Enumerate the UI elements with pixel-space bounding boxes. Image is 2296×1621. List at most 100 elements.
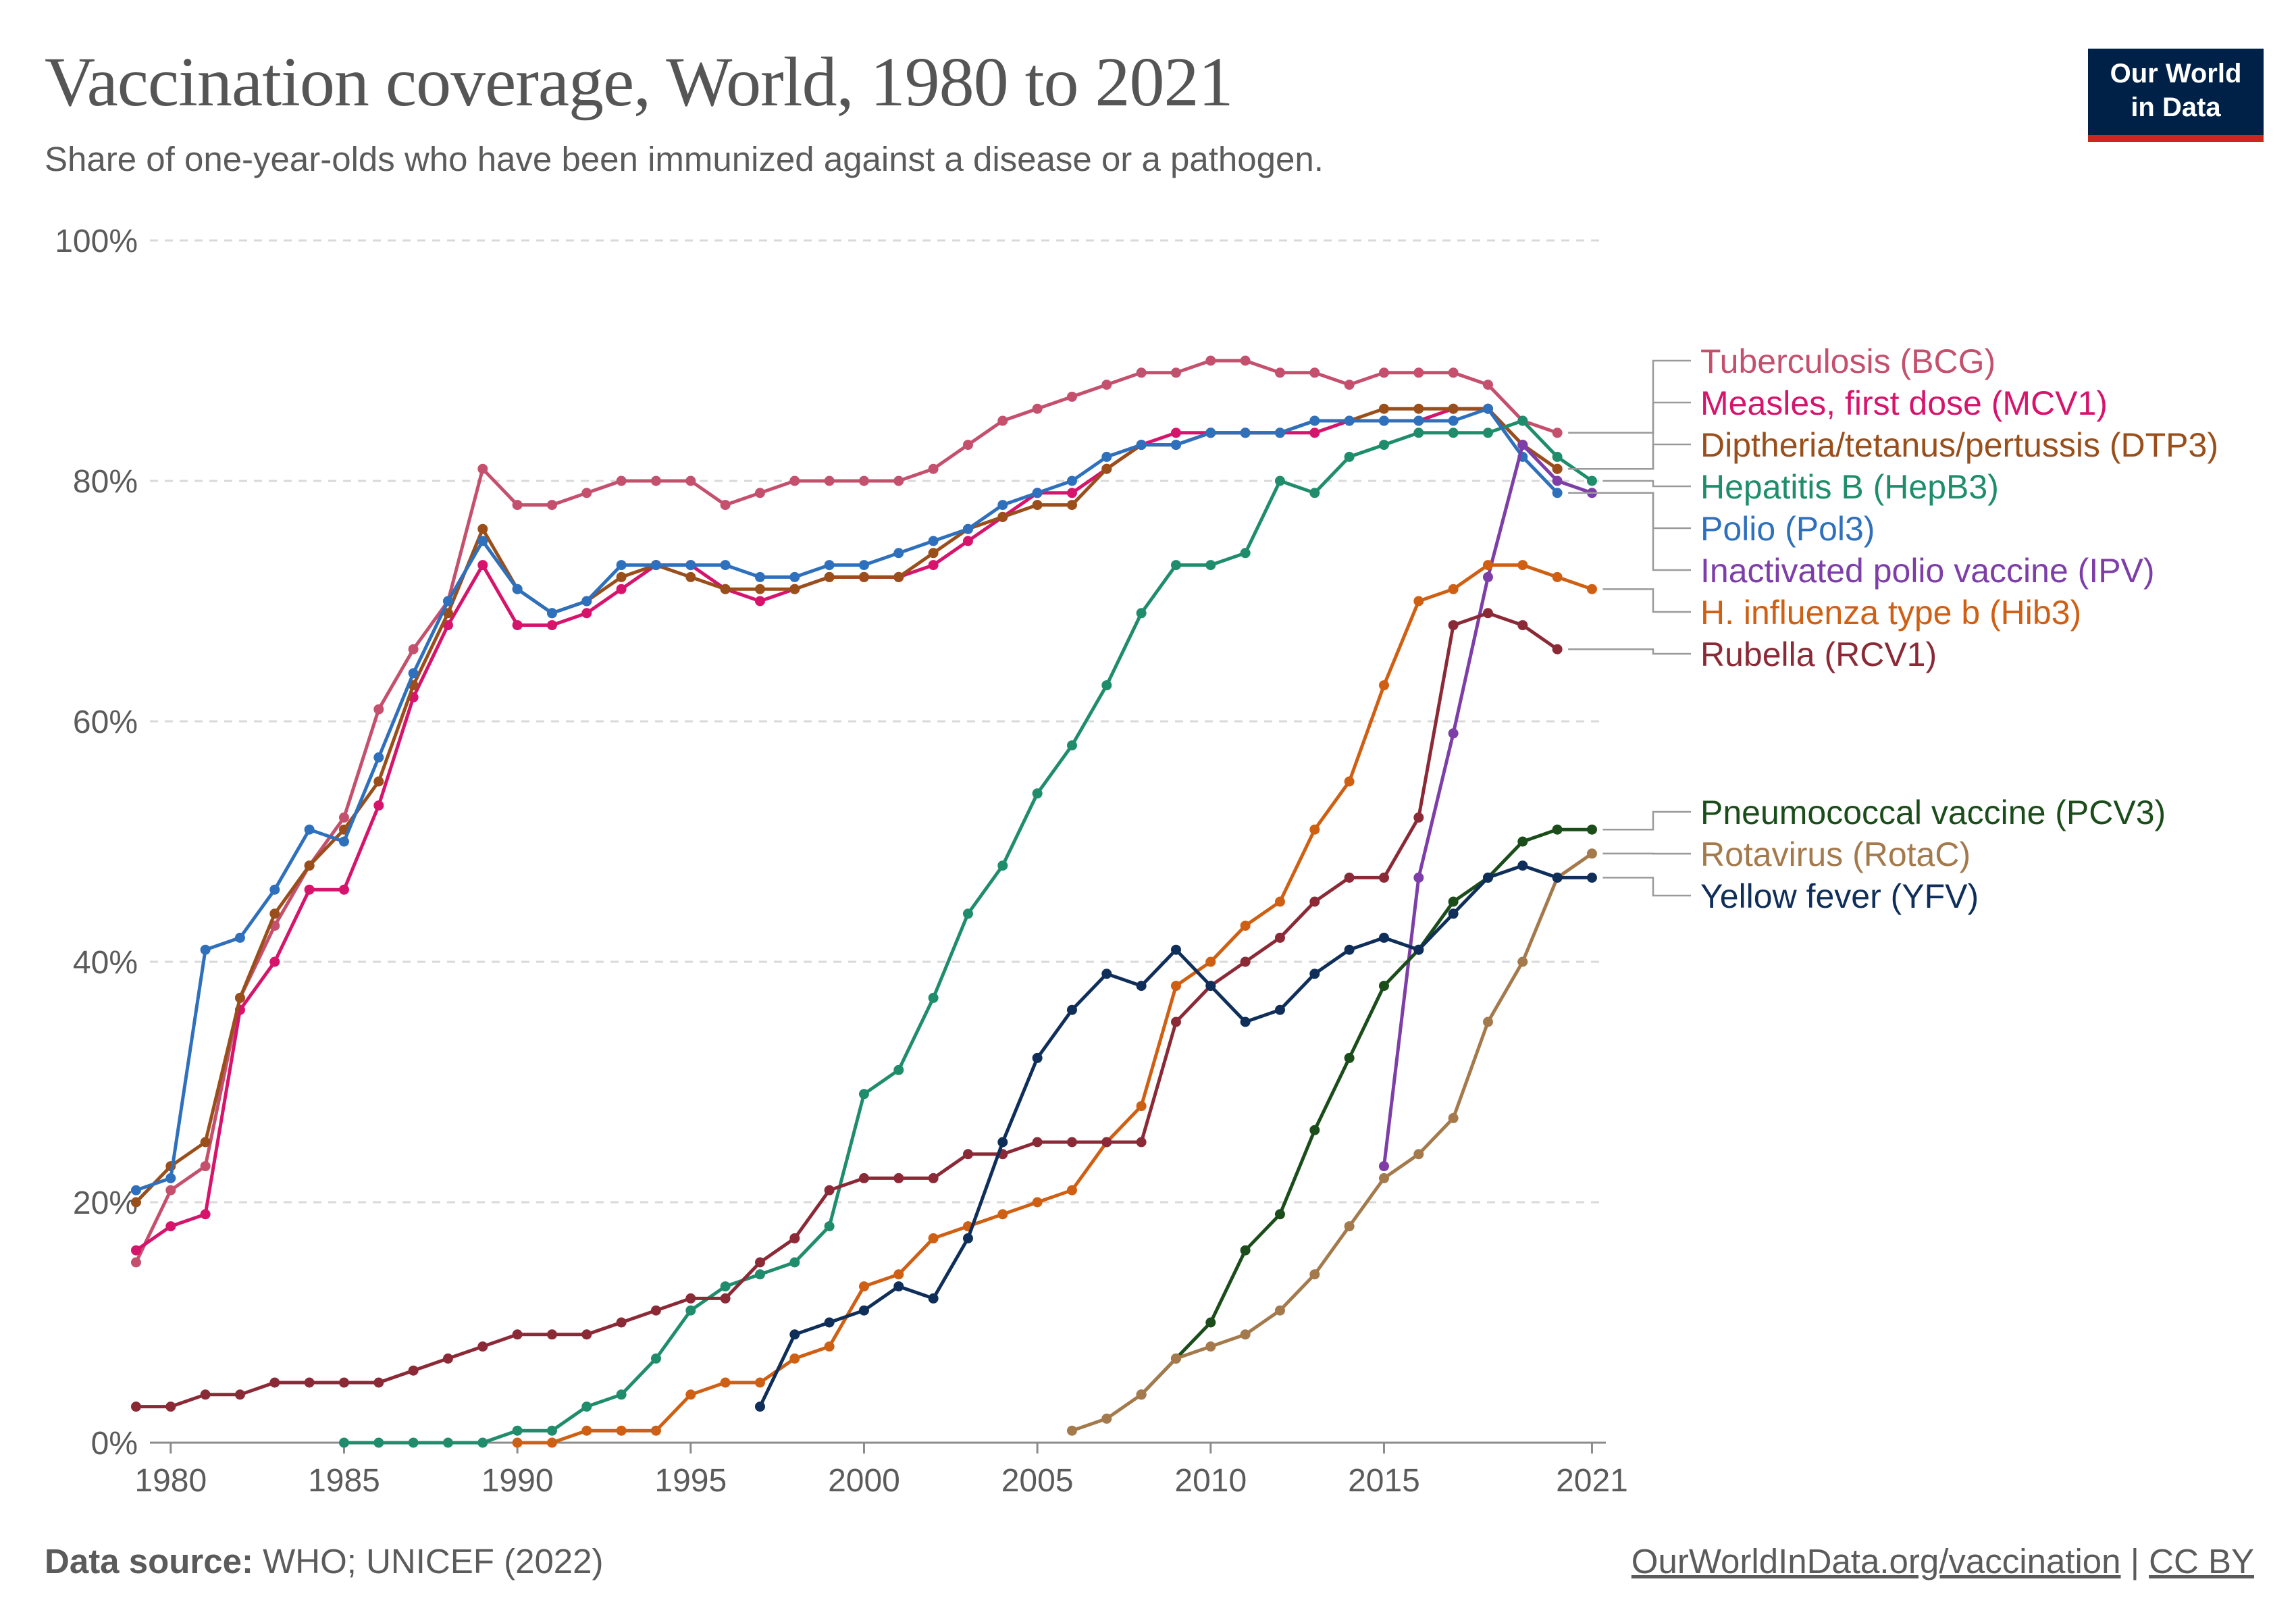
data-point[interactable] <box>858 560 869 571</box>
data-point[interactable] <box>373 704 384 715</box>
data-point[interactable] <box>1066 1185 1077 1195</box>
data-point[interactable] <box>1170 428 1181 438</box>
data-point[interactable] <box>1136 1101 1147 1112</box>
data-point[interactable] <box>1066 391 1077 402</box>
data-point[interactable] <box>754 596 765 607</box>
data-point[interactable] <box>1309 1269 1320 1280</box>
data-point[interactable] <box>650 560 661 571</box>
data-point[interactable] <box>1552 824 1563 835</box>
data-point[interactable] <box>477 523 488 534</box>
series-6[interactable] <box>512 560 1597 1448</box>
data-point[interactable] <box>304 884 315 895</box>
data-point[interactable] <box>1066 475 1077 486</box>
data-point[interactable] <box>754 584 765 594</box>
data-point[interactable] <box>408 668 419 679</box>
data-point[interactable] <box>754 1269 765 1280</box>
data-point[interactable] <box>1136 981 1147 992</box>
data-point[interactable] <box>1344 415 1355 426</box>
data-point[interactable] <box>1032 1137 1043 1148</box>
data-point[interactable] <box>1205 428 1216 438</box>
data-point[interactable] <box>1413 428 1424 438</box>
data-point[interactable] <box>650 1353 661 1364</box>
data-point[interactable] <box>928 1293 939 1304</box>
data-point[interactable] <box>962 1233 973 1243</box>
data-point[interactable] <box>616 584 627 594</box>
data-point[interactable] <box>1552 488 1563 498</box>
data-point[interactable] <box>1482 1017 1493 1027</box>
series-line[interactable] <box>1382 443 1593 1166</box>
data-point[interactable] <box>546 620 557 631</box>
data-point[interactable] <box>1552 571 1563 582</box>
legend-label[interactable]: H. influenza type b (Hib3) <box>1700 594 2081 632</box>
series-10[interactable] <box>754 860 1597 1412</box>
data-point[interactable] <box>789 1257 800 1268</box>
data-point[interactable] <box>962 523 973 534</box>
data-point[interactable] <box>928 1173 939 1183</box>
data-point[interactable] <box>893 548 904 559</box>
data-point[interactable] <box>1205 981 1216 992</box>
data-point[interactable] <box>893 1064 904 1075</box>
data-point[interactable] <box>477 536 488 546</box>
data-point[interactable] <box>1552 644 1563 654</box>
data-point[interactable] <box>1448 896 1459 907</box>
data-point[interactable] <box>1101 1413 1112 1424</box>
data-point[interactable] <box>581 608 592 619</box>
data-point[interactable] <box>1344 944 1355 955</box>
data-point[interactable] <box>512 1437 523 1448</box>
data-point[interactable] <box>1101 380 1112 390</box>
data-point[interactable] <box>754 1377 765 1388</box>
data-point[interactable] <box>512 620 523 631</box>
data-point[interactable] <box>1482 380 1493 390</box>
data-point[interactable] <box>1032 1197 1043 1208</box>
data-point[interactable] <box>200 1161 211 1172</box>
data-point[interactable] <box>269 884 280 895</box>
data-point[interactable] <box>512 584 523 594</box>
series-3[interactable] <box>338 415 1597 1448</box>
data-point[interactable] <box>1482 428 1493 438</box>
data-point[interactable] <box>1066 740 1077 751</box>
data-point[interactable] <box>754 571 765 582</box>
data-point[interactable] <box>789 475 800 486</box>
data-point[interactable] <box>1482 403 1493 414</box>
data-point[interactable] <box>1378 680 1389 691</box>
legend-label[interactable]: Tuberculosis (BCG) <box>1700 342 1995 380</box>
data-point[interactable] <box>269 908 280 919</box>
data-point[interactable] <box>893 571 904 582</box>
data-point[interactable] <box>858 475 869 486</box>
data-point[interactable] <box>1240 1245 1251 1256</box>
data-point[interactable] <box>1309 824 1320 835</box>
data-point[interactable] <box>928 548 939 559</box>
data-point[interactable] <box>1378 403 1389 414</box>
data-point[interactable] <box>997 860 1008 871</box>
data-point[interactable] <box>304 860 315 871</box>
data-point[interactable] <box>1448 415 1459 426</box>
data-point[interactable] <box>1482 560 1493 571</box>
data-point[interactable] <box>824 1341 835 1352</box>
data-point[interactable] <box>477 463 488 474</box>
data-point[interactable] <box>616 475 627 486</box>
data-point[interactable] <box>269 1377 280 1388</box>
data-point[interactable] <box>1413 596 1424 607</box>
data-point[interactable] <box>997 415 1008 426</box>
data-point[interactable] <box>1240 956 1251 967</box>
data-point[interactable] <box>928 1233 939 1243</box>
series-line[interactable] <box>344 419 1593 1445</box>
data-point[interactable] <box>789 571 800 582</box>
data-point[interactable] <box>1448 428 1459 438</box>
data-point[interactable] <box>858 1281 869 1292</box>
data-point[interactable] <box>1482 571 1493 582</box>
data-point[interactable] <box>1413 872 1424 883</box>
legend-label[interactable]: Polio (Pol3) <box>1700 510 1875 548</box>
data-point[interactable] <box>1032 1052 1043 1063</box>
data-point[interactable] <box>1274 1209 1285 1220</box>
data-point[interactable] <box>373 800 384 811</box>
data-point[interactable] <box>1032 403 1043 414</box>
data-point[interactable] <box>1552 475 1563 486</box>
data-point[interactable] <box>373 752 384 763</box>
data-point[interactable] <box>1274 1004 1285 1015</box>
data-point[interactable] <box>200 1209 211 1220</box>
data-point[interactable] <box>1552 451 1563 462</box>
data-point[interactable] <box>338 1377 349 1388</box>
data-point[interactable] <box>1448 728 1459 739</box>
data-point[interactable] <box>962 440 973 451</box>
